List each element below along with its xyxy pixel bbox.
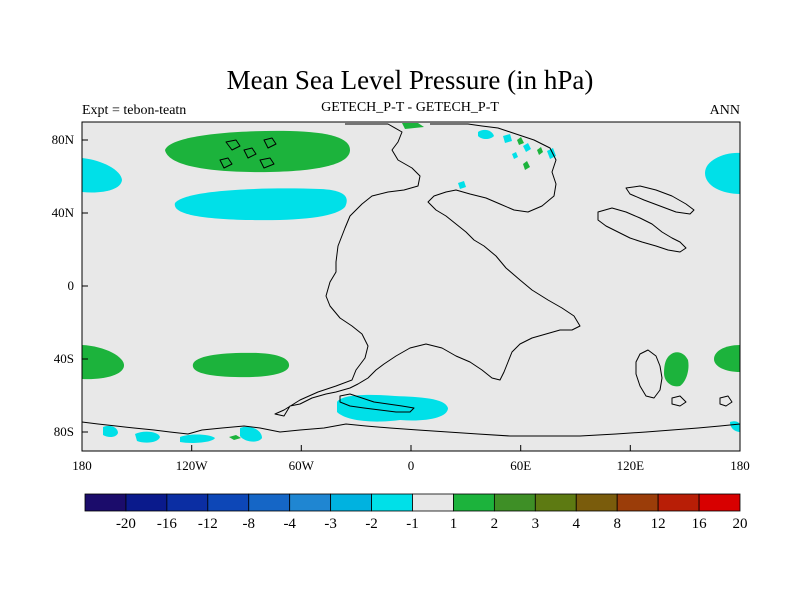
negative-anomaly-siberia-1 (478, 129, 494, 139)
y-tick-label: 40N (52, 205, 75, 220)
y-tick-label: 40S (54, 351, 74, 366)
colorbar-label: 3 (532, 516, 540, 532)
y-tick-label: 80N (52, 132, 75, 147)
x-tick-label: 180 (72, 458, 92, 473)
colorbar-swatch (289, 493, 332, 512)
colorbar-swatch (330, 493, 372, 512)
colorbar-swatch (248, 493, 291, 512)
colorbar-label: 16 (692, 516, 708, 532)
positive-anomaly-small-north (402, 123, 424, 129)
experiment-label: Expt = tebon-teatn (82, 103, 186, 118)
negative-anomaly-siberia-2 (503, 134, 512, 143)
colorbar-swatch (493, 493, 536, 512)
negative-anomaly-siberia-3 (523, 143, 531, 152)
colorbar-swatch (616, 493, 659, 512)
colorbar-swatch (575, 493, 618, 512)
coastline-archipelago (219, 137, 277, 169)
colorbar-label: 4 (573, 516, 581, 532)
colorbar-swatch (84, 493, 127, 512)
colorbar-swatch (698, 493, 741, 512)
positive-anomaly-siberia-1 (517, 137, 524, 145)
y-tick-label: 80S (54, 424, 74, 439)
colorbar-swatch (412, 493, 454, 512)
y-tick-label: 0 (68, 278, 75, 293)
negative-anomaly-northeast-edge (705, 152, 740, 194)
positive-anomaly-north-pacific (165, 130, 350, 173)
x-tick-label: 120W (176, 458, 209, 473)
negative-anomaly-far-south-1 (103, 425, 118, 438)
colorbar-label: -1 (406, 516, 419, 532)
negative-anomaly-far-south-2 (135, 431, 160, 443)
x-axis-labels: 180 120W 60W 0 60E 120E 180 (72, 458, 750, 473)
colorbar-label: -16 (157, 516, 177, 532)
negative-anomaly-far-south-4 (240, 426, 262, 442)
positive-anomaly-southeast-edge (714, 345, 740, 372)
map-background (82, 122, 740, 451)
positive-anomaly-southwest-edge (82, 345, 125, 380)
colorbar-label: -20 (116, 516, 136, 532)
colorbar: -20 -16 -12 -8 -4 -3 -2 -1 1 2 3 4 8 12 16 20 (84, 493, 748, 532)
negative-anomaly-siberia-5 (512, 152, 518, 159)
positive-anomaly-small-south (229, 435, 241, 440)
colorbar-swatch (166, 493, 209, 512)
colorbar-label: -4 (283, 516, 296, 532)
axis-ticks (81, 139, 741, 451)
colorbar-swatch (371, 493, 413, 512)
negative-anomaly-north-pacific (174, 188, 347, 221)
coastlines (81, 123, 741, 437)
x-tick-label: 60E (510, 458, 531, 473)
comparison-label: GETECH_P-T - GETECH_P-T (321, 100, 499, 115)
anomaly-fields (82, 123, 740, 443)
map-title: Mean Sea Level Pressure (in hPa) (227, 65, 594, 95)
coastline-antarctica (81, 421, 741, 437)
x-tick-label: 60W (289, 458, 315, 473)
colorbar-label: 2 (491, 516, 499, 532)
positive-anomaly-siberia-3 (523, 161, 530, 170)
colorbar-label: -3 (324, 516, 337, 532)
coastline-east-terrane (597, 207, 687, 253)
colorbar-swatch (657, 493, 700, 512)
x-tick-label: 180 (730, 458, 750, 473)
colorbar-swatch (534, 493, 577, 512)
colorbar-label: 12 (651, 516, 666, 532)
colorbar-label: 8 (613, 516, 621, 532)
x-tick-label: 0 (408, 458, 415, 473)
coastline-pangaea (274, 123, 581, 417)
coastline-small-island-1 (671, 395, 687, 407)
positive-anomaly-australia (664, 352, 689, 387)
season-label: ANN (710, 103, 740, 118)
coastline-southern-terrane (339, 393, 415, 413)
y-axis-labels: 80N 40N 0 40S 80S (52, 132, 75, 439)
negative-anomaly-siberia-6 (458, 181, 466, 189)
map-panel (81, 121, 741, 452)
coastline-northeast-terrane (625, 185, 695, 215)
positive-anomaly-south-pacific (192, 352, 290, 378)
colorbar-label: -2 (365, 516, 378, 532)
coastline-small-island-2 (719, 395, 733, 407)
colorbar-label: 20 (733, 516, 748, 532)
colorbar-swatch (453, 493, 495, 512)
negative-anomaly-far-south-3 (180, 434, 215, 443)
colorbar-swatch (125, 493, 168, 512)
colorbar-swatch (207, 493, 250, 512)
colorbar-label: -12 (198, 516, 218, 532)
colorbar-label: 1 (450, 516, 458, 532)
negative-anomaly-northwest-edge (82, 158, 122, 193)
x-tick-label: 120E (617, 458, 645, 473)
negative-anomaly-antarctic-ice (337, 394, 448, 422)
colorbar-label: -8 (243, 516, 256, 532)
coastline-island-chain (635, 349, 663, 399)
positive-anomaly-siberia-2 (537, 147, 543, 155)
